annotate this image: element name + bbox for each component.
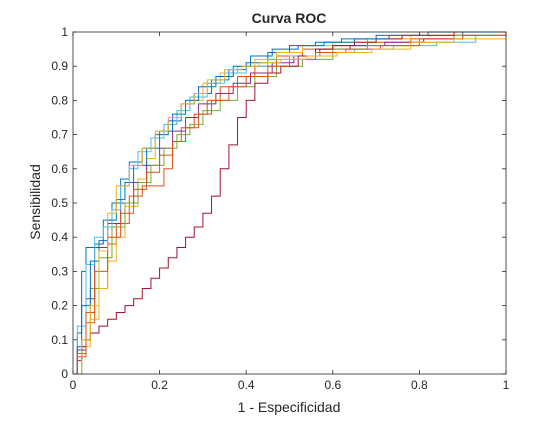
chart-title: Curva ROC [252,10,327,26]
x-axis-label: 1 - Especificidad [238,399,341,415]
roc-curve-10 [73,32,507,375]
y-axis-label: Sensibilidad [27,164,43,240]
y-tick-label: 0 [61,367,68,381]
x-tick-label: 1 [503,378,510,392]
y-tick-label: 0.3 [51,264,68,278]
roc-curve-8 [73,31,506,375]
x-tick-label: 0.8 [411,378,428,392]
y-tick-label: 0.9 [51,59,68,73]
y-tick-label: 0.1 [51,333,68,347]
y-tick-label: 0.4 [51,230,68,244]
y-tick-label: 0.8 [51,93,68,107]
x-tick-label: 0 [70,378,77,392]
x-tick-label: 0.6 [324,378,341,392]
axes-layer: 0 0.2 0.4 0.6 0.8 1 0 0.1 0.2 0.3 0.4 0.5 0.6 0.7 0.8 0… [51,25,509,392]
y-tick-label: 0.6 [51,162,68,176]
y-tick-label: 1 [61,25,68,39]
x-tick-label: 0.4 [238,378,255,392]
y-tick-label: 0.7 [51,128,68,142]
roc-curve-7 [73,31,506,375]
x-tick-label: 0.2 [151,378,168,392]
series-layer [73,31,507,375]
y-tick-label: 0.2 [51,299,68,313]
roc-curve-9 [73,32,507,375]
y-tick-label: 0.5 [51,196,68,210]
